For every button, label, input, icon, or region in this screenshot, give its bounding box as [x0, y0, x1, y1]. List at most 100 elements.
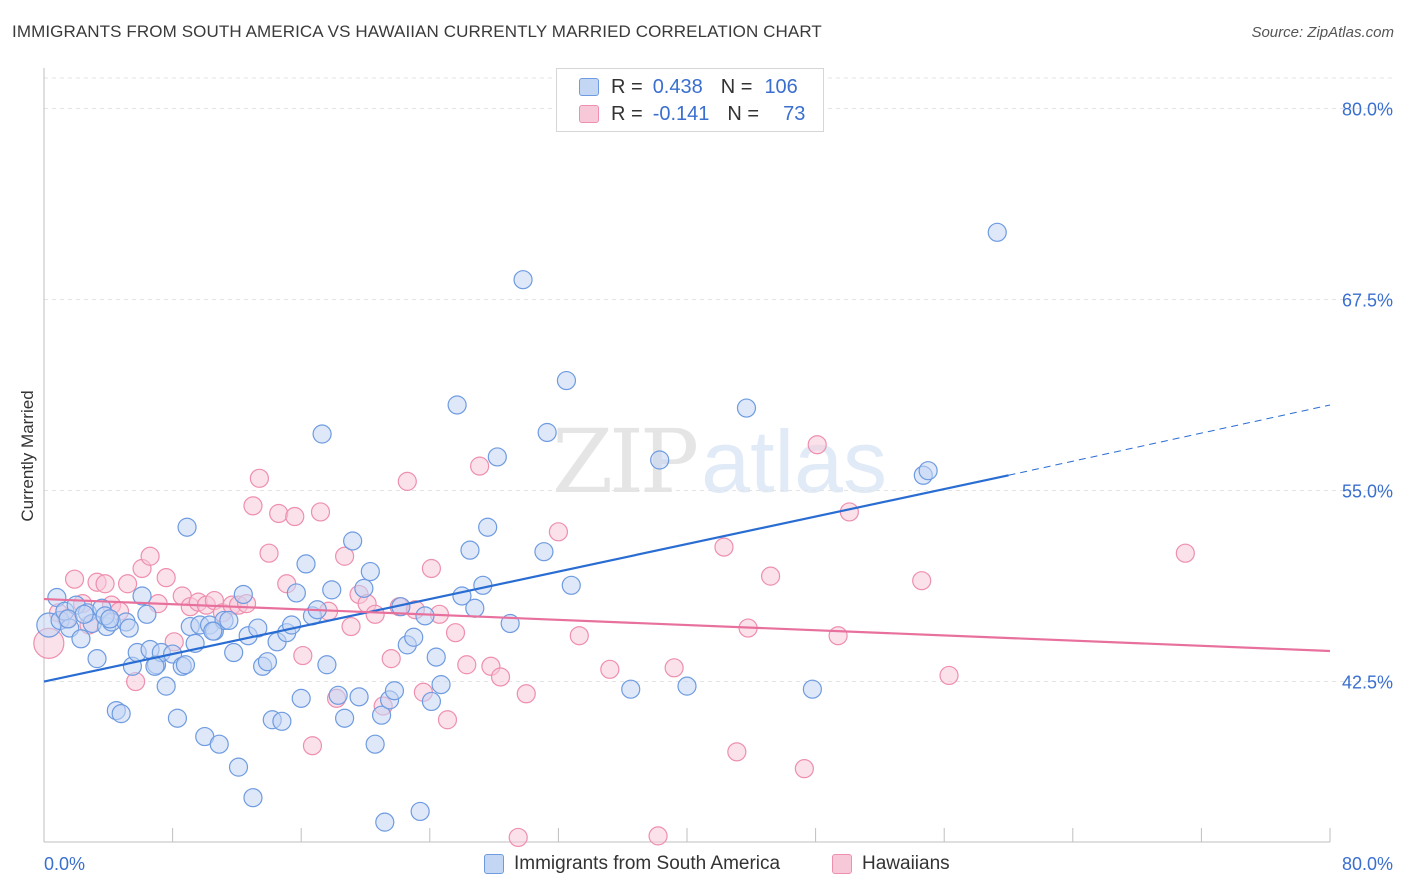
- chart-title: IMMIGRANTS FROM SOUTH AMERICA VS HAWAIIA…: [12, 22, 822, 41]
- x-tick-label: 0.0%: [44, 854, 85, 874]
- blue-point: [317, 655, 337, 675]
- pink-point: [839, 502, 859, 522]
- blue-point: [918, 461, 938, 481]
- blue-point: [243, 788, 263, 808]
- blue-point: [224, 642, 244, 663]
- legend-swatch-pink: [579, 105, 599, 123]
- pink-point: [421, 558, 442, 579]
- blue-point: [802, 679, 822, 699]
- pink-point: [302, 736, 323, 756]
- pink-point: [310, 502, 331, 522]
- pink-point: [259, 543, 279, 563]
- blue-point: [74, 604, 94, 624]
- pink-point: [341, 616, 361, 637]
- pink-point: [807, 435, 827, 455]
- blue-point: [465, 598, 485, 618]
- pink-point: [569, 626, 589, 646]
- blue-point: [404, 627, 424, 647]
- pink-point: [508, 827, 528, 848]
- pink-point: [470, 456, 490, 476]
- blue-point: [410, 801, 430, 822]
- pink-point: [457, 655, 477, 675]
- r-label: R =: [611, 102, 643, 125]
- blue-point: [312, 424, 332, 444]
- blue-point: [286, 583, 306, 603]
- pink-point: [445, 623, 466, 643]
- pink-point: [794, 759, 814, 779]
- legend-swatch-pink: [832, 854, 852, 874]
- pink-point: [365, 604, 385, 624]
- r-value: 0.438: [652, 75, 703, 98]
- pink-point: [381, 649, 401, 669]
- pink-point: [828, 626, 848, 646]
- blue-point: [87, 649, 107, 669]
- blue-point: [203, 621, 223, 641]
- blue-point: [156, 676, 176, 696]
- stats-legend: R = 0.438 N = 106 R = -0.141 N = 73: [556, 68, 824, 132]
- blue-point: [447, 395, 467, 415]
- y-tick-label: 67.5%: [1342, 291, 1393, 311]
- pink-point: [397, 471, 417, 491]
- pink-point: [140, 546, 160, 566]
- blue-point: [119, 618, 139, 638]
- blue-point: [132, 586, 152, 606]
- pink-point: [600, 659, 620, 679]
- n-label: N =: [727, 102, 760, 125]
- pink-trend-line: [43, 597, 1331, 653]
- legend-swatch-blue: [579, 78, 599, 96]
- pink-point: [727, 742, 747, 762]
- pink-point: [243, 496, 263, 516]
- blue-point: [537, 422, 557, 443]
- n-value: 73: [783, 102, 806, 125]
- blue-point: [177, 517, 197, 537]
- blue-point: [426, 647, 446, 667]
- blue-trend-extension: [1008, 404, 1331, 476]
- blue-point: [478, 517, 498, 537]
- pink-point: [490, 667, 511, 687]
- blue-point: [111, 704, 131, 724]
- legend-label-hawaiians: Hawaiians: [862, 853, 950, 874]
- pink-point: [335, 546, 355, 566]
- blue-point: [384, 681, 405, 701]
- blue-point: [561, 575, 581, 595]
- legend-label-immigrants: Immigrants from South America: [514, 853, 781, 874]
- blue-point: [349, 687, 369, 707]
- blue-point: [415, 606, 435, 626]
- pink-point: [664, 658, 684, 678]
- blue-point: [328, 685, 348, 705]
- blue-point: [421, 691, 442, 712]
- blue-point: [677, 676, 697, 696]
- blue-point: [371, 705, 392, 725]
- pink-point: [156, 568, 176, 588]
- blue-point: [296, 554, 316, 574]
- blue-point: [272, 711, 292, 731]
- blue-point: [460, 540, 480, 560]
- blue-point: [322, 580, 342, 600]
- pink-point: [437, 710, 458, 730]
- blue-point: [209, 734, 229, 754]
- pink-point: [939, 665, 959, 686]
- legend-item-hawaiians: Hawaiians: [832, 852, 950, 876]
- blue-point: [228, 757, 249, 777]
- pink-point: [64, 569, 85, 589]
- stats-legend-row-pink: R = -0.141 N = 73: [579, 101, 805, 127]
- y-tick-label: 80.0%: [1342, 100, 1393, 120]
- pink-point: [912, 571, 932, 591]
- source-label: Source: ZipAtlas.com: [1251, 24, 1394, 41]
- pink-point: [760, 566, 781, 586]
- blue-point: [343, 531, 363, 551]
- pink-point: [648, 826, 668, 846]
- blue-point: [281, 615, 302, 635]
- blue-point: [487, 447, 507, 467]
- blue-point: [360, 561, 380, 582]
- blue-point: [219, 610, 239, 631]
- r-label: R =: [611, 75, 643, 98]
- pink-point: [269, 503, 289, 524]
- pink-point: [293, 645, 313, 666]
- n-value: 106: [764, 75, 798, 98]
- blue-point: [354, 578, 374, 598]
- blue-point: [375, 812, 395, 832]
- blue-point: [365, 734, 385, 754]
- pink-point: [249, 468, 270, 488]
